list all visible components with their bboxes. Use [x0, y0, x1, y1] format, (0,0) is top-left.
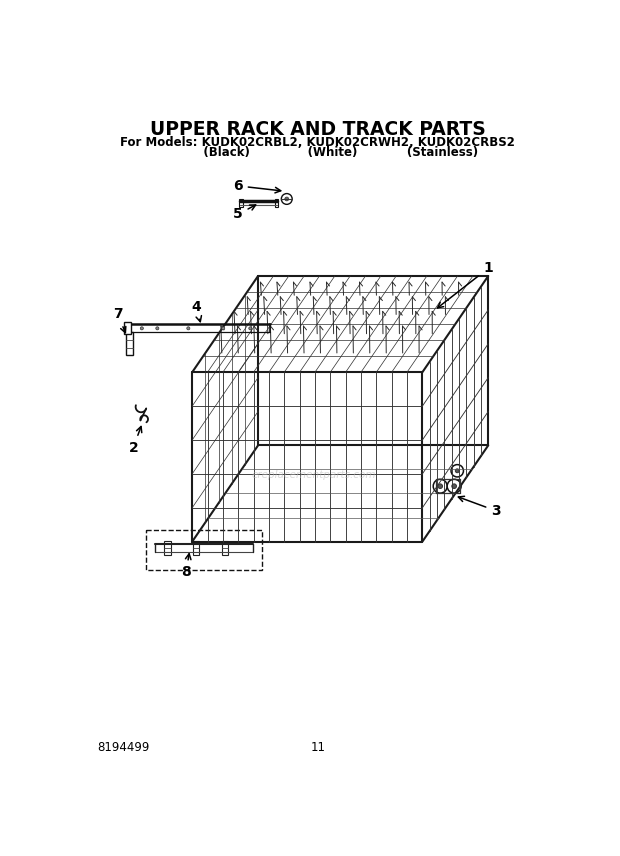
Bar [164, 541, 171, 555]
Bar [239, 199, 242, 207]
Text: 2: 2 [128, 426, 142, 455]
Text: (Black)              (White)            (Stainless): (Black) (White) (Stainless) [157, 146, 478, 159]
Bar [124, 322, 131, 335]
Text: 4: 4 [191, 300, 202, 322]
Circle shape [451, 465, 463, 477]
Bar [193, 541, 199, 555]
Circle shape [285, 197, 289, 201]
Bar [146, 530, 262, 570]
Text: 8194499: 8194499 [97, 741, 149, 754]
Text: For Models: KUDK02CRBL2, KUDK02CRWH2, KUDK02CRBS2: For Models: KUDK02CRBL2, KUDK02CRWH2, KU… [120, 136, 515, 149]
Text: 5: 5 [233, 205, 255, 222]
Text: 3: 3 [458, 496, 501, 518]
Text: 11: 11 [310, 741, 326, 754]
Circle shape [222, 327, 225, 330]
Text: UPPER RACK AND TRACK PARTS: UPPER RACK AND TRACK PARTS [150, 120, 485, 139]
Circle shape [452, 484, 456, 489]
Bar [275, 199, 278, 207]
Text: ereplacementparts.com: ereplacementparts.com [252, 470, 376, 479]
Text: 7: 7 [113, 307, 126, 333]
Circle shape [156, 327, 159, 330]
Circle shape [281, 193, 292, 205]
Circle shape [455, 469, 459, 473]
Circle shape [438, 484, 443, 489]
Text: 1: 1 [438, 261, 493, 308]
Circle shape [249, 327, 252, 330]
Text: 8: 8 [181, 554, 191, 580]
Circle shape [187, 327, 190, 330]
Circle shape [433, 479, 447, 493]
Circle shape [447, 479, 461, 493]
Bar [125, 332, 133, 355]
Text: 6: 6 [233, 179, 281, 193]
Circle shape [140, 327, 143, 330]
Bar [222, 541, 228, 555]
